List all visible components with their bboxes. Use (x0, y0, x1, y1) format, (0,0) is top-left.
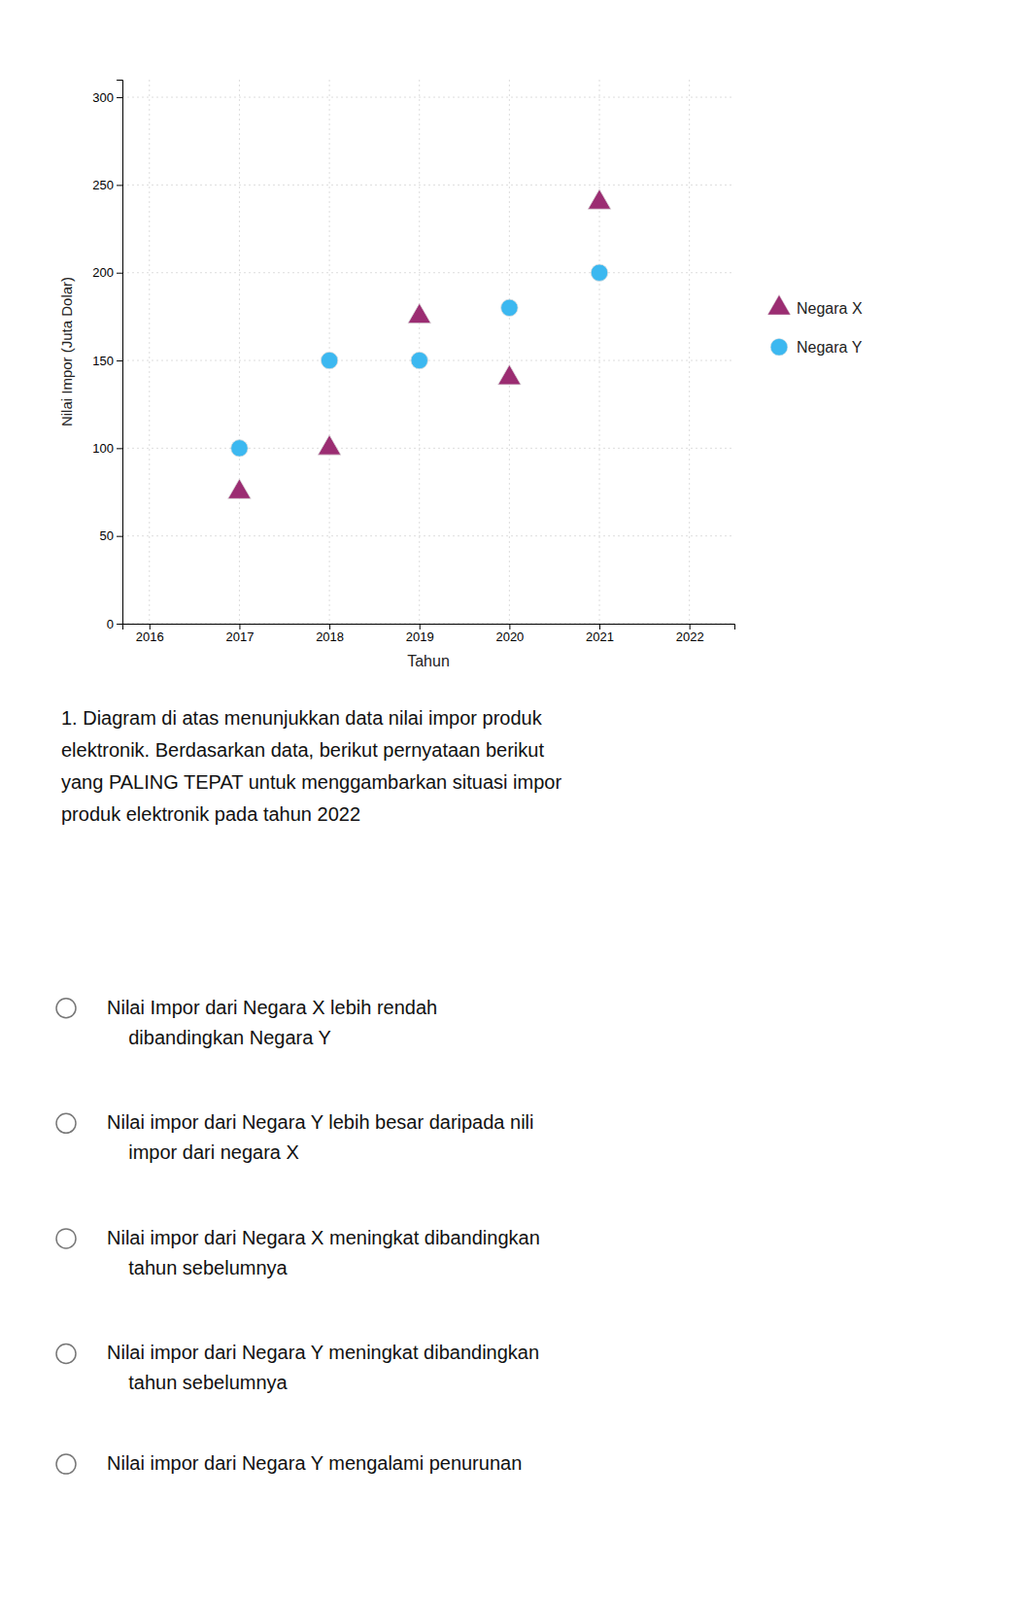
legend: Negara X Negara Y (767, 295, 863, 356)
option: Nilai Impor dari Negara X lebih rendah d… (56, 996, 438, 1049)
x-axis: 2016 2017 2018 2019 2020 2021 2022 (123, 623, 736, 645)
x-axis-title: Tahun (407, 652, 450, 670)
y-axis-title: Nilai Impor (Juta Dolar) (58, 276, 75, 427)
x-tick-mark (149, 623, 151, 630)
grid (122, 79, 735, 624)
y-tick: 250 (92, 177, 123, 193)
y-axis-line (116, 80, 124, 625)
grid-line-y (122, 535, 735, 537)
y-tick-mark (116, 623, 123, 625)
x-tick: 2016 (136, 623, 165, 645)
option-text: Nilai impor dari Negara X meningkat diba… (106, 1226, 541, 1279)
grid-line-y (122, 97, 735, 99)
grid-line-x (238, 79, 240, 624)
y-tick-mark (116, 536, 123, 538)
option-text: Nilai impor dari Negara Y meningkat diba… (106, 1341, 540, 1394)
x-tick-label: 2022 (676, 629, 705, 645)
point (408, 303, 432, 323)
series (231, 264, 609, 457)
radio-button (56, 998, 76, 1019)
x-tick: 2022 (676, 623, 705, 645)
x-tick: 2017 (225, 623, 254, 645)
points (228, 189, 612, 499)
grid-line-x (148, 79, 150, 624)
point (410, 351, 428, 369)
x-tick-label: 2020 (495, 629, 524, 645)
grid-line-x (509, 79, 510, 624)
y-tick-label: 100 (92, 441, 114, 456)
series (228, 189, 612, 499)
legend-item: Negara X (767, 295, 863, 317)
legend-symbol (770, 338, 787, 355)
x-tick-label: 2017 (225, 629, 254, 645)
option-text: Nilai impor dari Negara Y mengalami penu… (106, 1452, 522, 1474)
x-tick-mark (689, 623, 691, 630)
y-tick-label: 50 (100, 528, 114, 544)
radio-button (56, 1228, 76, 1249)
y-tick: 50 (100, 528, 123, 544)
point (320, 351, 338, 369)
legend-item: Negara Y (770, 338, 862, 355)
radio-button (56, 1343, 76, 1363)
y-tick-label: 150 (92, 353, 114, 369)
y-tick-mark (116, 97, 123, 99)
point (501, 299, 518, 316)
x-tick-mark (238, 623, 240, 630)
y-tick-mark (116, 272, 123, 274)
option-text: Nilai Impor dari Negara X lebih rendah d… (106, 996, 438, 1049)
option-text: Nilai impor dari Negara Y lebih besar da… (106, 1111, 535, 1163)
page: 2016 2017 2018 2019 2020 2021 2022 0 50 100 150 200… (0, 0, 1020, 1600)
y-tick: 0 (106, 616, 123, 632)
y-tick-label: 300 (92, 90, 114, 105)
x-tick-mark (599, 623, 601, 630)
grid-line-y (122, 272, 735, 273)
x-tick-mark (509, 623, 510, 630)
radio-button (56, 1454, 76, 1474)
background (0, 0, 1020, 1600)
point (587, 189, 612, 209)
grid-line-y (122, 360, 735, 362)
option: Nilai impor dari Negara Y lebih besar da… (56, 1111, 535, 1163)
x-tick-mark (419, 623, 421, 630)
x-tick-label: 2016 (136, 629, 165, 645)
y-tick-label: 200 (92, 265, 114, 280)
y-axis: 0 50 100 150 200 250 300 (92, 80, 123, 632)
y-tick-mark (116, 447, 123, 449)
y-tick: 150 (92, 353, 123, 369)
grid-line-y (122, 447, 735, 449)
legend-label: Negara X (796, 300, 863, 317)
point (231, 440, 248, 457)
option: Nilai impor dari Negara X meningkat diba… (56, 1226, 541, 1279)
legend-label: Negara Y (796, 339, 863, 356)
y-tick: 300 (92, 90, 123, 105)
radio-button (56, 1113, 76, 1133)
grid-line-y (122, 184, 735, 186)
y-tick: 100 (92, 441, 123, 456)
x-tick-label: 2021 (585, 629, 614, 645)
x-tick: 2018 (315, 623, 344, 645)
x-tick-mark (329, 623, 331, 630)
x-axis-line (123, 624, 736, 631)
grid-line-x (599, 79, 601, 624)
y-tick-mark (116, 184, 123, 186)
chart: 2016 2017 2018 2019 2020 2021 2022 0 50 100 150 200… (58, 79, 736, 670)
grid-line-x (688, 79, 690, 624)
option: Nilai impor dari Negara Y mengalami penu… (56, 1452, 522, 1474)
x-tick: 2020 (495, 623, 524, 645)
y-tick-mark (116, 360, 123, 362)
y-tick: 200 (92, 265, 123, 280)
x-tick: 2021 (585, 623, 614, 645)
question-text: 1. Diagram di atas menunjukkan data nila… (61, 707, 562, 825)
y-tick-label: 0 (106, 616, 114, 632)
legend-symbol (767, 295, 791, 315)
point (498, 365, 522, 385)
x-tick: 2019 (406, 623, 435, 645)
point (590, 264, 608, 281)
option: Nilai impor dari Negara Y meningkat diba… (56, 1341, 540, 1394)
x-tick-label: 2018 (315, 629, 344, 645)
y-tick-label: 250 (92, 177, 114, 193)
point (228, 478, 252, 499)
point (317, 435, 341, 455)
x-tick-label: 2019 (406, 629, 435, 645)
